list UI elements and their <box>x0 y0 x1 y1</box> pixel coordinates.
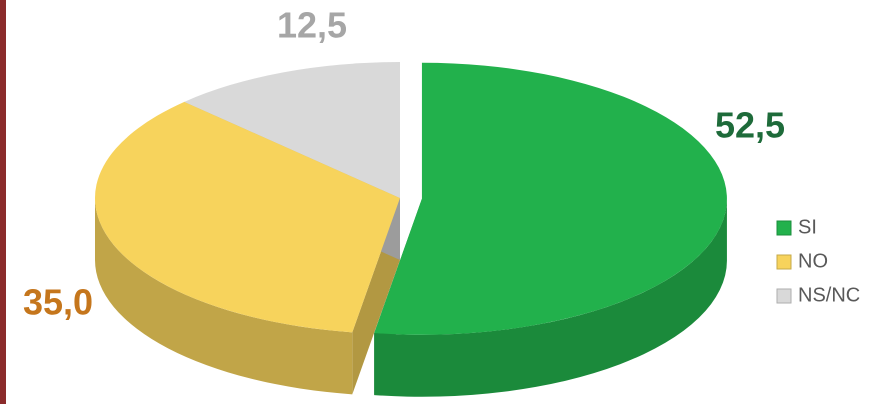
slice <box>94 101 401 333</box>
legend-swatch <box>776 220 792 236</box>
value-label: 35,0 <box>23 282 93 323</box>
legend-swatch <box>776 288 792 304</box>
slice <box>184 62 400 198</box>
left-border <box>0 0 6 404</box>
legend-label: SI <box>798 216 817 238</box>
legend-swatch <box>776 254 792 270</box>
slice-side <box>374 198 727 397</box>
legend-label: NO <box>798 250 828 272</box>
slice-side <box>95 198 353 395</box>
value-label: 12,5 <box>277 5 347 46</box>
legend-label: NS/NC <box>798 284 860 306</box>
slice <box>374 62 727 335</box>
value-label: 52,5 <box>715 105 785 146</box>
